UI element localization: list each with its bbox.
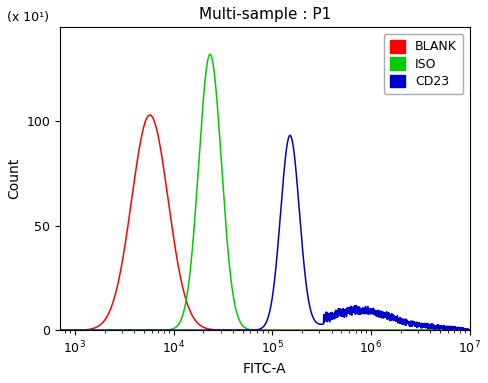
BLANK <box>287 328 293 332</box>
ISO <box>366 328 371 332</box>
CD23 <box>265 315 271 319</box>
CD23 <box>287 133 293 137</box>
CD23 <box>152 328 158 332</box>
CD23 <box>339 313 345 318</box>
Line: BLANK: BLANK <box>0 115 469 330</box>
CD23 <box>467 328 472 332</box>
Line: ISO: ISO <box>0 54 469 330</box>
X-axis label: FITC-A: FITC-A <box>243 362 286 376</box>
Title: Multi-sample : P1: Multi-sample : P1 <box>199 7 331 22</box>
BLANK <box>339 328 345 332</box>
BLANK <box>0 328 4 332</box>
ISO <box>339 328 345 332</box>
ISO <box>0 328 4 332</box>
Y-axis label: Count: Count <box>7 158 21 200</box>
CD23 <box>366 308 371 312</box>
ISO <box>467 328 472 332</box>
Line: CD23: CD23 <box>0 135 469 330</box>
BLANK <box>147 113 153 117</box>
Text: (x 10¹): (x 10¹) <box>7 11 49 24</box>
CD23 <box>287 133 293 138</box>
Legend: BLANK, ISO, CD23: BLANK, ISO, CD23 <box>384 34 463 94</box>
ISO <box>265 328 271 332</box>
BLANK <box>366 328 371 332</box>
BLANK <box>467 328 472 332</box>
BLANK <box>265 328 271 332</box>
ISO <box>287 328 293 332</box>
ISO <box>207 52 213 57</box>
BLANK <box>152 121 158 125</box>
ISO <box>152 328 158 332</box>
CD23 <box>0 328 4 332</box>
